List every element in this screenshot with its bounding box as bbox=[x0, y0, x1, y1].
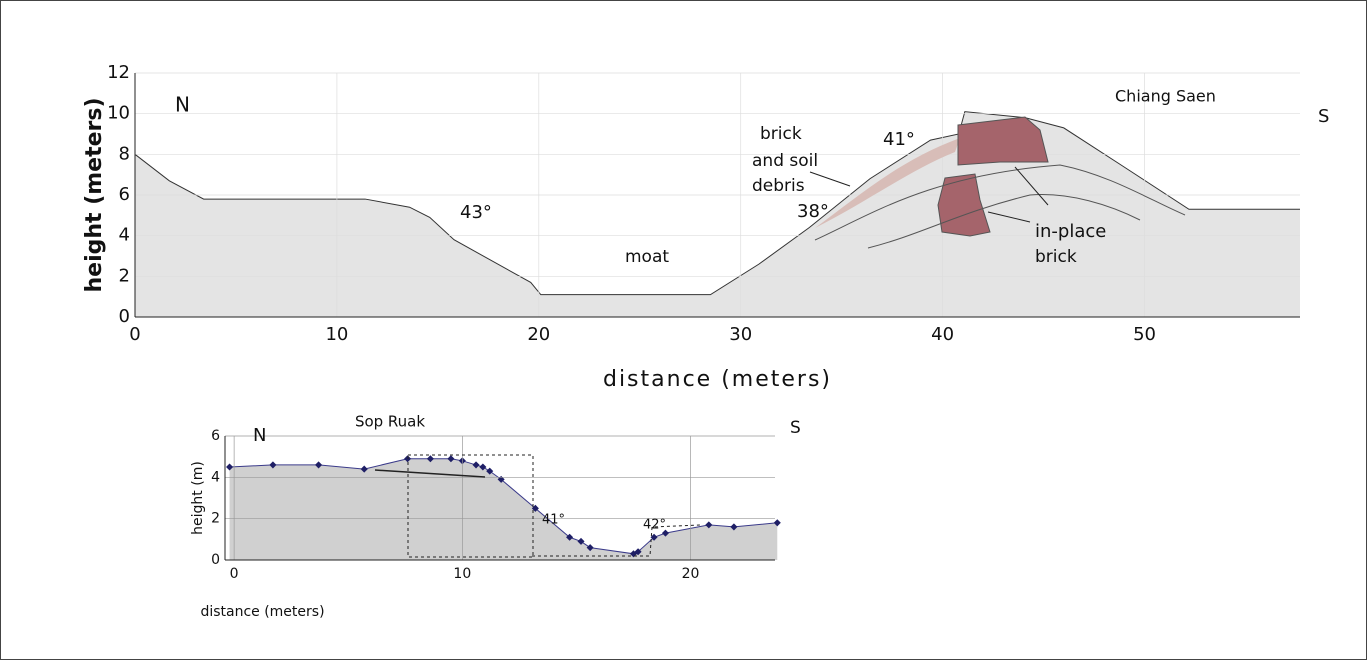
brick bbox=[957, 116, 1049, 166]
x-tick-label: 0 bbox=[129, 324, 140, 345]
y-tick-label: 8 bbox=[119, 143, 130, 164]
annotation: brick bbox=[760, 124, 802, 144]
annotation: moat bbox=[625, 247, 669, 267]
annotation: 41° bbox=[883, 129, 915, 150]
point bbox=[531, 504, 539, 512]
point bbox=[447, 455, 455, 463]
annotation: 38° bbox=[797, 201, 829, 222]
layer bbox=[814, 164, 1186, 241]
y-tick-label: 2 bbox=[119, 265, 130, 286]
y-tick-label: 4 bbox=[211, 469, 220, 485]
profile-line bbox=[134, 111, 1300, 296]
arrow bbox=[809, 171, 851, 187]
point bbox=[566, 533, 574, 541]
chart: 0 2 4 6 0 10 20 distance (meters) height (m) Sop … bbox=[190, 413, 781, 620]
series-label: Chiang Saen bbox=[1115, 87, 1216, 106]
annotation: 42° bbox=[643, 518, 666, 533]
point bbox=[226, 463, 234, 471]
decoration bbox=[374, 116, 1186, 558]
y-tick-label: 4 bbox=[119, 225, 130, 246]
point bbox=[315, 461, 323, 469]
y-axis-label: height (m) bbox=[190, 461, 206, 535]
annotation: debris bbox=[752, 176, 805, 196]
y-tick-label: 0 bbox=[211, 552, 220, 568]
point bbox=[634, 548, 642, 556]
point bbox=[426, 455, 434, 463]
debris bbox=[815, 138, 960, 228]
chart-title: Sop Ruak bbox=[355, 413, 425, 431]
annotation: brick bbox=[1035, 247, 1077, 267]
brick bbox=[937, 173, 991, 237]
y-tick-label: 12 bbox=[107, 62, 130, 83]
y-tick-label: 10 bbox=[107, 103, 130, 124]
annotation: S bbox=[1318, 106, 1329, 127]
point bbox=[479, 463, 487, 471]
x-tick-label: 50 bbox=[1133, 324, 1156, 345]
point bbox=[360, 465, 368, 473]
y-axis-label: height (meters) bbox=[82, 97, 107, 292]
arrow bbox=[1014, 166, 1049, 206]
slope-line bbox=[374, 469, 486, 478]
chart: 0 2 4 6 8 10 12 0 10 20 30 40 50 distance (meters) hei… bbox=[82, 62, 1300, 392]
point bbox=[586, 544, 594, 552]
layer bbox=[867, 194, 1141, 249]
point bbox=[661, 529, 669, 537]
x-axis-label: distance (meters) bbox=[603, 367, 832, 392]
point bbox=[705, 521, 713, 529]
point bbox=[730, 523, 738, 531]
point bbox=[650, 533, 658, 541]
area bbox=[135, 111, 1300, 317]
x-tick-label: 30 bbox=[729, 324, 752, 345]
y-tick-label: 6 bbox=[119, 184, 130, 205]
x-tick-label: 20 bbox=[527, 324, 550, 345]
x-tick-label: 10 bbox=[453, 566, 471, 582]
dashed-box bbox=[532, 524, 701, 557]
arrow bbox=[987, 211, 1031, 223]
point bbox=[773, 519, 781, 527]
x-tick-label: 0 bbox=[230, 566, 239, 582]
point bbox=[269, 461, 277, 469]
annotation: in-place bbox=[1035, 221, 1106, 242]
x-axis-label: distance (meters) bbox=[200, 604, 324, 620]
point bbox=[472, 461, 480, 469]
dashed-box bbox=[407, 454, 534, 558]
x-tick-label: 20 bbox=[682, 566, 700, 582]
y-tick-label: 0 bbox=[119, 306, 130, 327]
point bbox=[486, 467, 494, 475]
annotation: S bbox=[790, 418, 801, 438]
annotation: 41° bbox=[542, 513, 565, 528]
x-tick-label: 10 bbox=[325, 324, 348, 345]
annotation: 43° bbox=[460, 202, 492, 223]
annotation: N bbox=[175, 93, 190, 117]
x-tick-label: 40 bbox=[931, 324, 954, 345]
area bbox=[229, 458, 778, 560]
annotation: and soil bbox=[752, 151, 818, 171]
y-tick-label: 6 bbox=[211, 428, 220, 444]
point bbox=[577, 537, 585, 545]
annotation: N bbox=[253, 425, 266, 446]
y-tick-label: 2 bbox=[211, 511, 220, 527]
